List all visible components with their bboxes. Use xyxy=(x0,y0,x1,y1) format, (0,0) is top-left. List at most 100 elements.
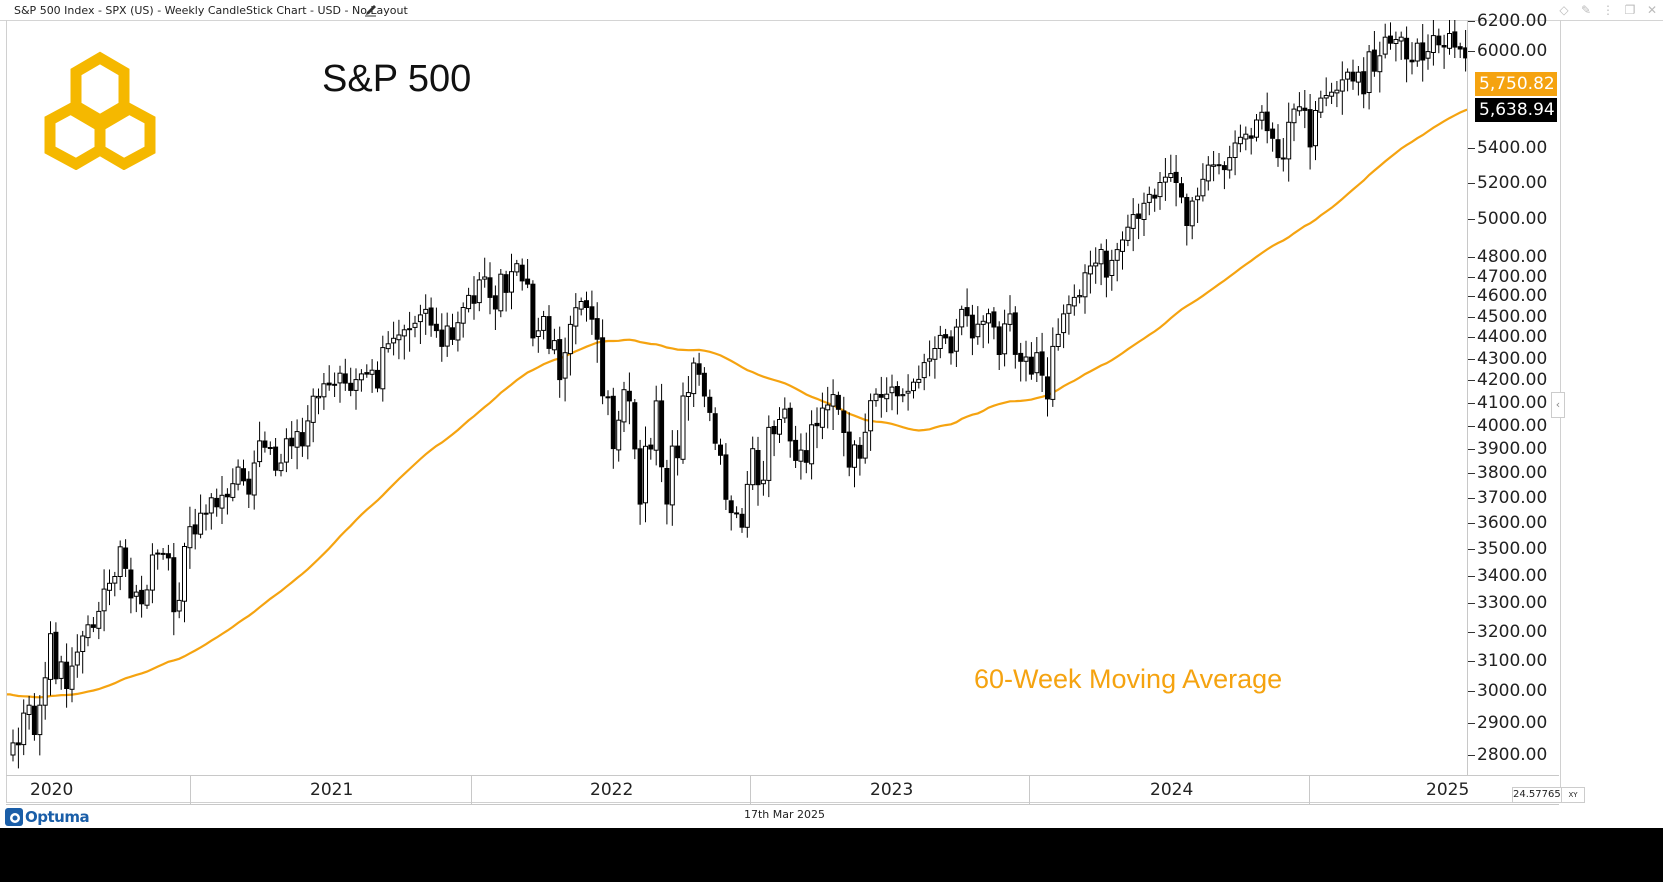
candle xyxy=(112,571,118,597)
candle-body-down xyxy=(659,400,665,468)
candle xyxy=(948,330,954,365)
candle-body-down xyxy=(1136,213,1142,219)
candle xyxy=(835,391,841,415)
scale-value-field[interactable]: 24.577658 xyxy=(1512,787,1562,803)
restore-icon[interactable]: ❐ xyxy=(1624,3,1636,17)
candle-body-down xyxy=(503,274,509,293)
candle xyxy=(911,378,916,399)
candle-body-up xyxy=(482,276,488,280)
pin-icon[interactable]: ✎ xyxy=(1580,3,1592,17)
candle xyxy=(1066,295,1072,335)
price-tick-label: 5200.00 xyxy=(1477,173,1548,194)
candle-body-down xyxy=(246,478,252,495)
candle-body-down xyxy=(326,382,332,386)
candle xyxy=(1179,177,1184,204)
year-separator xyxy=(750,776,751,804)
candle-body-down xyxy=(1275,139,1281,159)
candle-body-up xyxy=(1211,164,1217,167)
candle xyxy=(80,630,86,674)
candle-body-up xyxy=(10,742,16,756)
candle xyxy=(182,542,187,623)
candle xyxy=(144,584,150,609)
candle xyxy=(905,374,911,411)
candle-body-down xyxy=(375,369,380,389)
chart-title-text: S&P 500 Index - SPX (US) - Weekly Candle… xyxy=(14,4,408,17)
candle-body-up xyxy=(1109,259,1115,276)
chart-area[interactable] xyxy=(6,20,1561,803)
year-separator xyxy=(190,776,191,804)
candle-body-up xyxy=(905,390,911,394)
time-axis[interactable]: 2020 2021 2022 2023 2024 2025 xyxy=(6,775,1559,805)
candle xyxy=(894,381,900,415)
candle xyxy=(1109,249,1115,291)
candle-body-up xyxy=(337,372,343,384)
candle-body-down xyxy=(707,396,713,413)
candle xyxy=(814,407,820,449)
candle-body-up xyxy=(1280,157,1286,160)
candle xyxy=(128,557,134,614)
candle-body-up xyxy=(1007,313,1013,325)
candle-body-down xyxy=(632,402,638,450)
close-icon[interactable]: ✕ xyxy=(1646,3,1658,17)
price-tick-label: 2900.00 xyxy=(1477,712,1548,733)
optuma-brand: Optuma xyxy=(5,807,90,827)
candle xyxy=(873,388,879,407)
candle xyxy=(637,439,643,525)
candle xyxy=(208,493,214,530)
candle xyxy=(825,386,831,429)
candle-body-down xyxy=(53,631,59,680)
candle-body-down xyxy=(557,339,563,381)
collapse-panel-button[interactable]: ‹ xyxy=(1551,392,1565,418)
moving-average-label: 60-Week Moving Average xyxy=(974,664,1283,694)
candle xyxy=(777,407,782,443)
candle xyxy=(1307,94,1313,170)
xy-toggle-button[interactable]: XY xyxy=(1561,787,1585,803)
candlestick-chart[interactable] xyxy=(7,20,1467,775)
candle-body-down xyxy=(701,372,707,397)
candle xyxy=(1463,30,1467,72)
candle xyxy=(696,352,702,386)
candle-body-down xyxy=(1361,71,1367,95)
more-icon[interactable]: ⋮ xyxy=(1602,3,1614,17)
candle xyxy=(1270,122,1276,152)
candle xyxy=(1318,90,1324,118)
diamond-icon[interactable]: ◇ xyxy=(1559,3,1569,17)
candle xyxy=(1447,20,1452,55)
candle-body-up xyxy=(1355,71,1361,83)
candle xyxy=(1371,31,1377,77)
pencil-icon[interactable] xyxy=(364,3,378,17)
candle-body-up xyxy=(1366,51,1372,93)
candle-body-down xyxy=(1388,35,1393,44)
candle xyxy=(852,440,857,488)
candle-body-up xyxy=(144,589,150,606)
candle-body-up xyxy=(58,661,64,679)
candle-body-up xyxy=(578,301,584,310)
candle xyxy=(605,390,611,416)
candle xyxy=(691,357,697,407)
year-label: 2020 xyxy=(30,780,74,800)
candle xyxy=(58,655,64,690)
candle xyxy=(1120,231,1125,270)
candle xyxy=(224,488,230,515)
candle-body-up xyxy=(1055,333,1061,347)
candle-body-up xyxy=(369,369,375,375)
price-tick-label: 4100.00 xyxy=(1477,392,1548,413)
price-tick-label: 3000.00 xyxy=(1477,681,1548,702)
optuma-brand-text: Optuma xyxy=(25,808,90,826)
candle-body-up xyxy=(219,494,225,509)
candle-body-up xyxy=(1120,239,1125,252)
candle xyxy=(514,259,520,276)
price-axis[interactable]: 6200.00 6000.00 5400.00 5200.00 5000.00 4800.… xyxy=(1467,11,1560,775)
candle xyxy=(648,437,654,460)
candle-body-down xyxy=(1184,197,1190,226)
year-separator xyxy=(1029,776,1030,804)
candle xyxy=(1189,197,1195,240)
candle-body-down xyxy=(1270,128,1276,139)
candle-body-up xyxy=(407,328,413,331)
price-tick-label: 2800.00 xyxy=(1477,745,1548,765)
candle-body-up xyxy=(283,438,289,463)
candle xyxy=(707,389,713,422)
candle xyxy=(1023,340,1029,382)
candle xyxy=(991,307,997,340)
candle xyxy=(42,661,48,720)
